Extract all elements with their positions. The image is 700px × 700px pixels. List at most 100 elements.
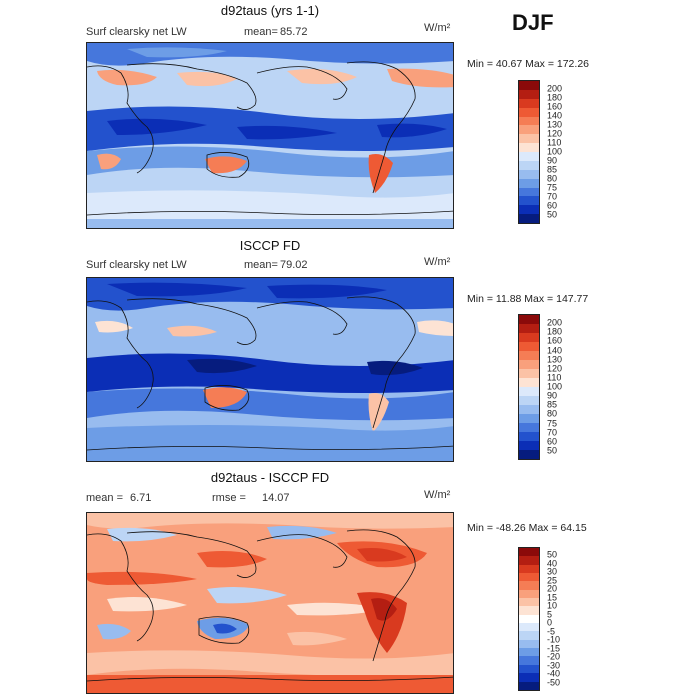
colorbar-swatch [519, 333, 539, 342]
mean-value: 85.72 [280, 26, 308, 38]
colorbar-swatch [519, 214, 539, 223]
colorbar-swatch [519, 351, 539, 360]
colorbar-tick-label: 85 [547, 164, 558, 175]
colorbar [518, 80, 540, 224]
mean-label: mean= [244, 259, 278, 271]
colorbar-swatch [519, 378, 539, 387]
colorbar-tick-label: -20 [547, 651, 561, 662]
colorbar-swatch [519, 631, 539, 640]
australia-patch [203, 387, 247, 408]
colorbar-swatch [519, 187, 539, 197]
colorbar-swatch [519, 573, 539, 582]
colorbar-tick-label: 180 [547, 326, 563, 337]
colorbar-tick-label: 20 [547, 583, 558, 594]
colorbar-tick-label: 50 [547, 209, 558, 220]
colorbar-tick-label: 130 [547, 354, 563, 365]
colorbar-tick-label: 100 [547, 146, 563, 157]
colorbar-swatch [519, 81, 539, 90]
colorbar-tick-label: 180 [547, 92, 563, 103]
colorbar-tick-label: -40 [547, 668, 561, 679]
coastlines [87, 61, 453, 216]
colorbar-tick-label: 110 [547, 372, 562, 383]
colorbar-swatch [519, 606, 539, 615]
colorbar-tick-label: 200 [547, 317, 563, 328]
map-difference [86, 512, 454, 694]
panel-title: d92taus (yrs 1-1) [220, 3, 320, 18]
colorbar-tick-label: 120 [547, 363, 563, 374]
colorbar-swatch [519, 432, 539, 441]
colorbar-swatch [519, 324, 539, 333]
colorbar-swatch [519, 169, 539, 179]
minmax-text: Min = -48.26 Max = 64.15 [467, 522, 587, 534]
australia-patch [205, 156, 247, 174]
rmse-label: rmse = [212, 492, 246, 504]
colorbar-swatch [519, 342, 539, 351]
colorbar-tick-label: -5 [547, 626, 556, 637]
colorbar-swatch [519, 414, 539, 423]
colorbar-swatch [519, 648, 539, 657]
colorbar-tick-label: 110 [547, 137, 562, 148]
colorbar-swatch [519, 623, 539, 632]
map-svg [87, 43, 453, 228]
colorbar-swatch [519, 178, 539, 188]
colorbar [518, 314, 540, 460]
colorbar-swatch [519, 548, 539, 557]
colorbar-tick-label: -10 [547, 634, 561, 645]
colorbar-swatch [519, 125, 539, 135]
colorbar-swatch [519, 369, 539, 378]
colorbar-tick-label: 200 [547, 83, 563, 94]
mean-label: mean = [86, 492, 123, 504]
season-label: DJF [512, 10, 554, 35]
colorbar-tick-label: 90 [547, 155, 558, 166]
variable-label: Surf clearsky net LW [86, 259, 187, 271]
colorbar-tick-label: 160 [547, 101, 563, 112]
colorbar-swatch [519, 556, 539, 565]
colorbar-swatch [519, 315, 539, 324]
colorbar-tick-label: 60 [547, 436, 558, 447]
colorbar-tick-label: 80 [547, 173, 558, 184]
colorbar-tick-label: 90 [547, 390, 558, 401]
southern-ocean [87, 675, 453, 693]
colorbar-tick-label: 130 [547, 119, 563, 130]
colorbar-swatch [519, 656, 539, 665]
colorbar-swatch [519, 450, 539, 459]
panel-title: d92taus - ISCCP FD [210, 470, 330, 485]
colorbar-swatch [519, 205, 539, 215]
colorbar-swatch [519, 360, 539, 369]
colorbar-swatch [519, 116, 539, 126]
colorbar-tick-label: -30 [547, 660, 561, 671]
colorbar-swatch [519, 681, 539, 690]
coastlines [87, 296, 453, 451]
colorbar-tick-label: 120 [547, 128, 563, 139]
variable-label: Surf clearsky net LW [86, 26, 187, 38]
southern-ocean [87, 425, 453, 461]
map-model [86, 42, 454, 229]
colorbar-swatch [519, 589, 539, 599]
colorbar-swatch [519, 98, 539, 108]
colorbar-tick-label: -15 [547, 643, 561, 654]
colorbar-tick-label: 50 [547, 549, 558, 560]
sahara-patch [97, 69, 157, 86]
colorbar-swatch [519, 89, 539, 99]
rmse-value: 14.07 [262, 492, 290, 504]
colorbar-swatch [519, 107, 539, 117]
minmax-text: Min = 40.67 Max = 172.26 [467, 58, 589, 70]
minmax-text: Min = 11.88 Max = 147.77 [467, 293, 589, 305]
mean-label: mean= [244, 26, 278, 38]
colorbar-swatch [519, 396, 539, 405]
units-label: W/m² [424, 22, 451, 34]
colorbar-swatch [519, 423, 539, 432]
colorbar-tick-label: 5 [547, 609, 553, 620]
colorbar-swatch [519, 564, 539, 574]
south-america-patch [368, 393, 389, 432]
colorbar-tick-label: 75 [547, 418, 558, 428]
tropical-band [87, 353, 453, 393]
colorbar-swatch [519, 196, 539, 206]
colorbar-swatch [519, 160, 539, 170]
colorbar-swatch [519, 405, 539, 414]
map-svg [87, 278, 453, 461]
units-label: W/m² [424, 489, 451, 501]
colorbar-tick-label: 40 [547, 558, 558, 569]
units-label: W/m² [424, 256, 451, 268]
colorbar-swatch [519, 639, 539, 649]
